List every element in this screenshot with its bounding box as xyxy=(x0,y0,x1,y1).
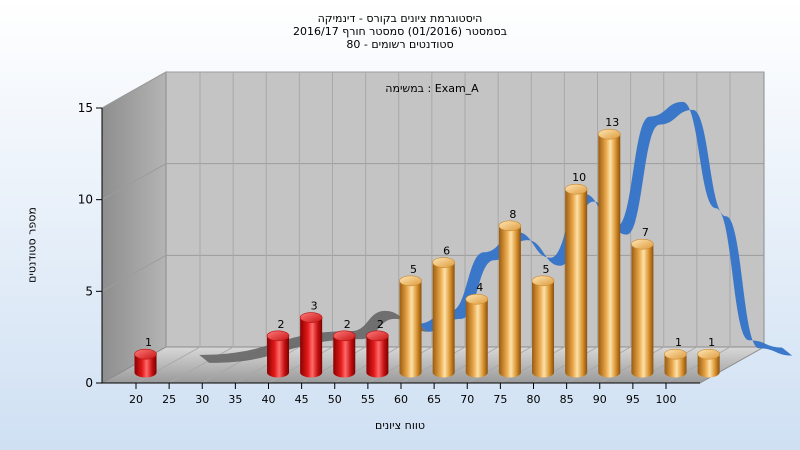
x-tick-label: 60 xyxy=(394,393,408,406)
y-tick-label: 5 xyxy=(85,284,93,298)
grid-line-h-side xyxy=(101,163,167,201)
bar-top xyxy=(597,128,621,140)
bar-body xyxy=(498,225,521,378)
x-tick-label: 100 xyxy=(656,393,677,406)
bar-top xyxy=(564,183,588,195)
x-tick-label: 90 xyxy=(593,393,607,406)
bar: 5 xyxy=(399,263,422,378)
bar: 2 xyxy=(266,318,290,378)
x-tick-label: 95 xyxy=(626,393,640,406)
x-tick-label: 50 xyxy=(328,393,342,406)
bar: 10 xyxy=(564,171,588,378)
bar: 5 xyxy=(531,263,555,378)
bar-top xyxy=(631,238,654,250)
x-tick-label: 85 xyxy=(560,393,574,406)
x-tick-label: 35 xyxy=(228,393,242,406)
bar-body xyxy=(631,244,654,378)
grid-line-floor xyxy=(168,346,234,384)
bar: 13 xyxy=(597,116,621,378)
bar-body xyxy=(333,335,356,378)
bar-top xyxy=(531,275,555,287)
chart-title-line-2: בסמסטר (01/2016) סמסטר חורף 2016/17 xyxy=(293,25,507,38)
chart-title-line-3: סטודנטים רשומים - 80 xyxy=(346,38,454,51)
bar-body xyxy=(697,354,720,378)
bar: 1 xyxy=(697,336,720,378)
left-wall xyxy=(101,71,167,384)
bar-value-label: 6 xyxy=(443,245,450,258)
bar-body xyxy=(664,354,687,378)
x-tick-label: 65 xyxy=(427,393,441,406)
bar-body xyxy=(134,354,157,378)
bar-top xyxy=(432,257,455,268)
x-axis-label: טווח ציונים xyxy=(375,419,425,432)
bar-body xyxy=(432,262,455,378)
bar-value-label: 2 xyxy=(377,318,384,331)
bar-top xyxy=(498,220,522,232)
bar: 8 xyxy=(498,208,522,378)
bar-body xyxy=(399,280,422,378)
x-tick-label: 80 xyxy=(527,393,541,406)
chart-title-line-1: היסטוגרמת ציונים בקורס - דינמיקה xyxy=(317,12,483,25)
bar: 7 xyxy=(631,226,654,378)
x-tick-label: 70 xyxy=(460,393,474,406)
bar-value-label: 13 xyxy=(605,116,619,129)
bar-value-label: 5 xyxy=(543,263,550,276)
bar: 2 xyxy=(366,318,389,378)
bar: 1 xyxy=(664,336,687,378)
x-tick-label: 40 xyxy=(262,393,276,406)
x-tick-label: 55 xyxy=(361,393,375,406)
bar-body xyxy=(465,299,488,378)
bar-top xyxy=(697,348,720,360)
x-tick-label: 20 xyxy=(129,393,143,406)
bar-value-label: 7 xyxy=(642,226,649,239)
bar-value-label: 2 xyxy=(344,318,351,331)
bar-top xyxy=(399,275,422,287)
bar: 4 xyxy=(465,281,489,378)
bar-top xyxy=(266,330,290,342)
bar-body xyxy=(565,189,588,378)
bar: 3 xyxy=(299,300,323,378)
bar-value-label: 2 xyxy=(278,318,285,331)
bar-value-label: 5 xyxy=(410,263,417,276)
bar-top xyxy=(465,293,489,305)
bar-body xyxy=(532,280,555,378)
bar-value-label: 8 xyxy=(509,208,516,221)
x-tick-label: 75 xyxy=(493,393,507,406)
bar-body xyxy=(366,335,389,378)
bar-body xyxy=(598,134,621,378)
bar-value-label: 4 xyxy=(476,281,483,294)
bar-body xyxy=(300,317,323,378)
bar-value-label: 10 xyxy=(572,171,586,184)
bar-body xyxy=(267,335,290,378)
bar: 1 xyxy=(134,336,157,378)
chart-subtitle: Exam_A : במשימה xyxy=(385,82,479,95)
bar: 6 xyxy=(432,245,455,378)
y-tick-label: 0 xyxy=(85,376,93,390)
bars: 1 2 3 2 2 5 6 4 8 5 10 13 7 1 1 xyxy=(134,116,720,378)
bar-top xyxy=(134,348,157,360)
grid-line-h-side xyxy=(101,71,167,109)
bar: 2 xyxy=(332,318,356,378)
bar-value-label: 1 xyxy=(708,336,715,349)
bar-top xyxy=(664,348,687,360)
x-tick-label: 25 xyxy=(162,393,176,406)
bar-value-label: 3 xyxy=(311,300,318,313)
x-tick-label: 30 xyxy=(195,393,209,406)
x-tick-label: 45 xyxy=(295,393,309,406)
bar-top xyxy=(366,330,389,342)
y-tick-label: 15 xyxy=(78,101,93,115)
y-tick-label: 10 xyxy=(78,193,93,207)
grid-line-h-side xyxy=(101,254,167,292)
bar-top xyxy=(332,330,356,342)
bar-top xyxy=(299,312,323,323)
bar-value-label: 1 xyxy=(675,336,682,349)
bar-value-label: 1 xyxy=(145,336,152,349)
y-axis-label: מספר סטודנטים xyxy=(25,207,39,283)
